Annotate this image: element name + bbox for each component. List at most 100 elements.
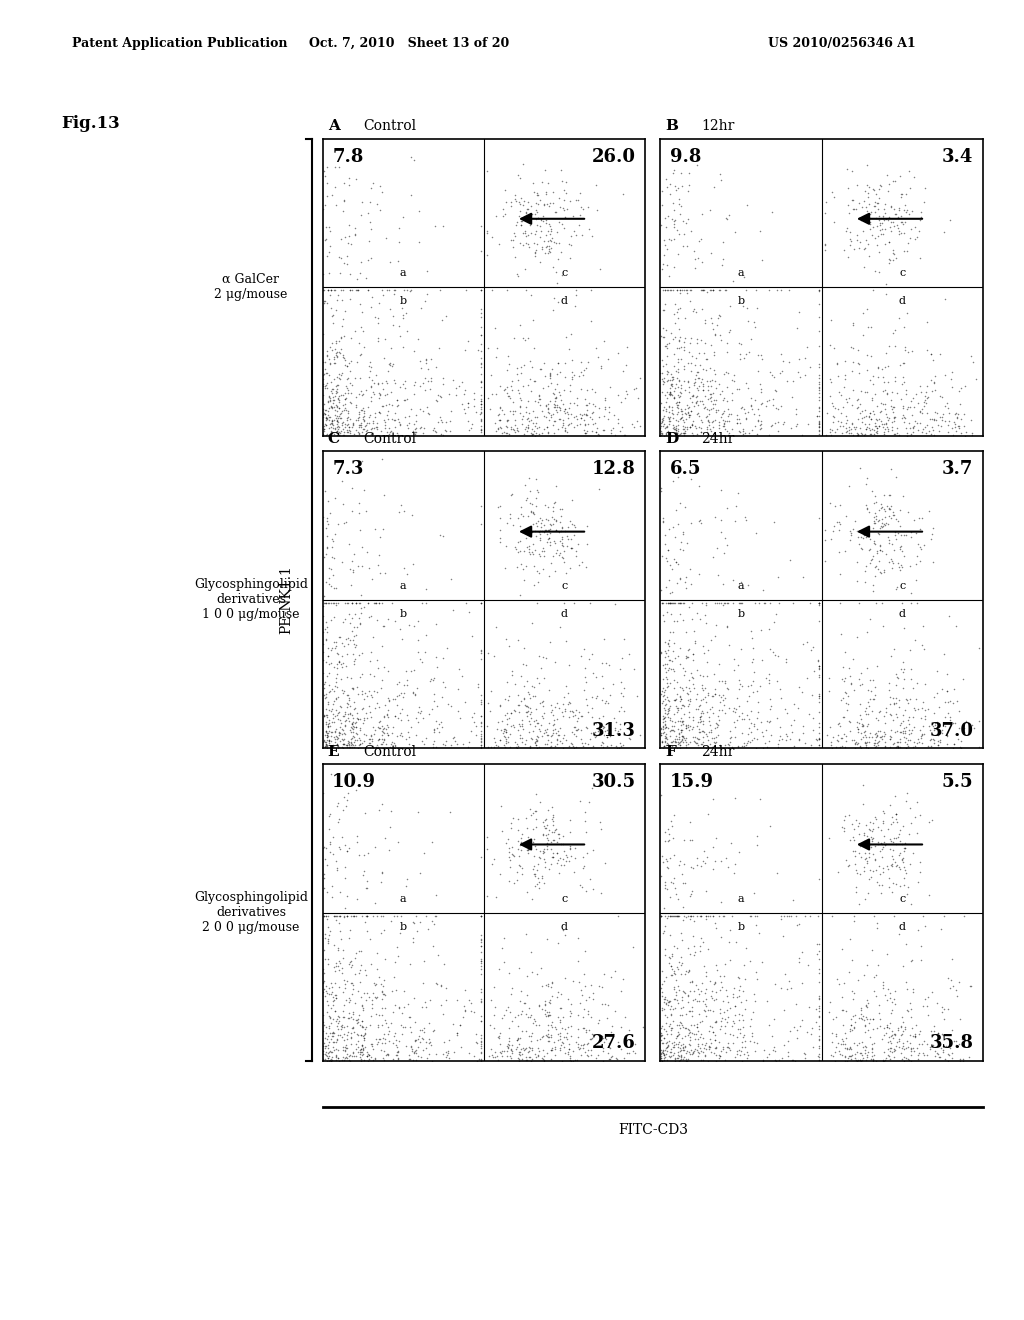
Point <box>712 384 728 405</box>
Point <box>333 280 349 301</box>
Point <box>535 726 551 747</box>
Point <box>657 993 674 1014</box>
Point <box>716 694 732 715</box>
Point <box>550 824 566 845</box>
Point <box>663 696 679 717</box>
Point <box>603 422 620 444</box>
Point <box>502 723 518 744</box>
Point <box>600 994 616 1015</box>
Point <box>472 949 488 970</box>
Point <box>874 837 891 858</box>
Point <box>542 678 558 700</box>
Point <box>341 226 357 247</box>
Point <box>518 808 535 829</box>
Point <box>683 573 699 594</box>
Point <box>318 882 335 903</box>
Point <box>660 396 677 417</box>
Point <box>754 348 770 370</box>
Point <box>377 949 393 970</box>
Point <box>694 375 711 396</box>
Point <box>689 711 706 733</box>
Point <box>543 832 559 853</box>
Point <box>876 706 892 727</box>
Point <box>348 387 365 408</box>
Point <box>663 999 679 1020</box>
Point <box>873 726 890 747</box>
Point <box>541 528 557 549</box>
Point <box>365 381 381 403</box>
Point <box>340 634 356 655</box>
Point <box>810 702 826 723</box>
Point <box>472 1030 488 1051</box>
Point <box>317 628 334 649</box>
Point <box>505 714 521 735</box>
Point <box>318 1045 335 1067</box>
Point <box>684 1001 700 1022</box>
Point <box>435 647 452 668</box>
Point <box>317 407 334 428</box>
Point <box>575 418 592 440</box>
Point <box>785 1016 802 1038</box>
Point <box>773 1047 790 1068</box>
Point <box>836 656 852 677</box>
Point <box>783 722 800 743</box>
Point <box>428 710 444 731</box>
Point <box>336 705 352 726</box>
Point <box>370 330 386 351</box>
Point <box>674 280 690 301</box>
Point <box>851 1007 867 1028</box>
Point <box>340 413 356 434</box>
Point <box>837 350 853 371</box>
Point <box>523 888 540 909</box>
Point <box>718 207 734 228</box>
Point <box>425 669 441 690</box>
Point <box>531 358 548 379</box>
Point <box>466 711 482 733</box>
Point <box>328 383 344 404</box>
Point <box>325 1041 341 1063</box>
Point <box>894 849 910 870</box>
Point <box>720 362 736 383</box>
Point <box>909 733 926 754</box>
Point <box>538 817 554 838</box>
Point <box>883 830 899 851</box>
Point <box>825 726 842 747</box>
Point <box>857 418 873 440</box>
Point <box>719 333 735 354</box>
Point <box>497 727 513 748</box>
Point <box>924 408 940 429</box>
Point <box>335 734 351 755</box>
Point <box>862 420 879 441</box>
Point <box>876 561 892 582</box>
Point <box>518 655 535 676</box>
Point <box>520 408 537 429</box>
Point <box>345 708 361 729</box>
Point <box>348 711 365 733</box>
Point <box>750 718 766 739</box>
Point <box>885 211 901 232</box>
Point <box>472 906 488 927</box>
Point <box>660 635 677 656</box>
Point <box>526 866 543 887</box>
Point <box>569 718 586 739</box>
Point <box>543 735 559 756</box>
Point <box>609 906 626 927</box>
Point <box>684 1043 700 1064</box>
Point <box>497 737 513 758</box>
Point <box>869 235 886 256</box>
Point <box>350 414 367 436</box>
Point <box>865 510 882 531</box>
Point <box>810 656 826 677</box>
Point <box>665 414 681 436</box>
Point <box>549 374 565 395</box>
Point <box>838 407 854 428</box>
Point <box>383 381 399 403</box>
Point <box>653 693 670 714</box>
Point <box>380 700 396 721</box>
Point <box>866 228 883 249</box>
Point <box>910 871 927 892</box>
Point <box>671 395 687 416</box>
Point <box>896 618 912 639</box>
Point <box>392 710 409 731</box>
Point <box>534 657 550 678</box>
